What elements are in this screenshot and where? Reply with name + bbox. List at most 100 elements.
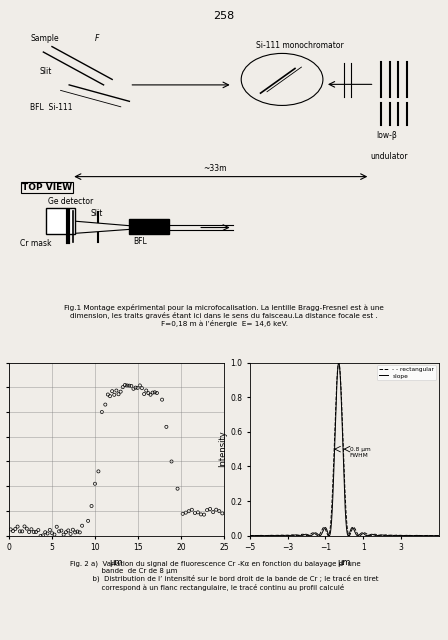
Point [119,382,126,392]
Point [142,385,150,396]
Point [182,508,190,518]
Point [163,422,170,432]
Point [19,526,26,536]
- - rectangular [328,520,333,528]
Point [145,388,152,398]
Point [115,389,122,399]
Y-axis label: Intensity: Intensity [218,431,227,467]
Point [88,501,95,511]
- - rectangular [412,532,418,540]
Point [207,504,214,514]
Point [37,531,44,541]
Point [7,524,14,534]
Point [125,381,133,391]
- - rectangular [436,532,442,540]
Point [72,527,79,538]
Point [200,509,207,520]
Point [9,526,17,536]
Text: 0.8 μm
FWHM: 0.8 μm FWHM [350,447,370,458]
slope [247,532,253,540]
Text: BFL: BFL [133,237,146,246]
slope [269,532,274,540]
Point [51,529,58,540]
Text: low-β: low-β [377,131,397,140]
Point [149,387,156,397]
Text: TOP VIEW: TOP VIEW [22,183,72,192]
slope [328,527,333,535]
Text: F: F [95,34,99,43]
Point [213,504,220,515]
Text: Ge detector: Ge detector [47,197,93,206]
X-axis label: μm: μm [338,558,351,567]
slope [280,532,285,540]
Point [26,527,33,537]
Line: - - rectangular: - - rectangular [250,362,439,536]
Point [91,479,99,489]
- - rectangular [253,532,258,540]
Point [174,484,181,494]
Point [191,508,198,518]
Point [98,407,105,417]
Point [124,380,131,390]
Text: Si-111 monochromator: Si-111 monochromator [256,41,344,50]
Line: slope: slope [250,362,439,536]
Point [53,522,60,532]
Point [198,509,205,520]
Point [117,387,124,397]
Point [39,531,47,541]
Point [28,524,35,534]
slope [320,529,325,536]
Point [104,389,112,399]
Point [35,525,42,535]
Text: Sample: Sample [30,34,59,43]
Point [21,522,28,532]
Text: BFL  Si-111: BFL Si-111 [30,102,73,111]
Point [48,528,56,538]
Point [65,525,72,536]
Text: Cr mask: Cr mask [20,239,51,248]
Point [185,506,192,516]
Point [111,390,118,400]
Point [42,527,49,538]
Point [168,456,175,467]
Point [76,527,83,538]
Point [58,525,65,536]
Point [203,505,211,515]
Point [215,506,223,516]
- - rectangular [320,525,325,532]
Text: ~33m: ~33m [204,164,227,173]
Text: Slit: Slit [39,67,52,76]
- - rectangular [280,531,285,539]
Point [147,390,154,400]
Point [23,524,30,534]
Point [85,516,92,526]
Point [56,526,63,536]
Point [132,383,139,393]
Point [107,391,114,401]
Point [141,389,148,399]
Point [14,522,21,532]
Point [121,380,129,390]
Point [128,381,135,391]
Point [16,526,23,536]
Point [30,527,37,537]
Point [62,527,69,538]
Point [188,505,195,515]
Legend: - - rectangular, slope: - - rectangular, slope [377,365,436,380]
Point [95,467,102,477]
Point [69,525,77,535]
Point [44,529,51,539]
Point [32,527,39,537]
Point [134,383,141,393]
- - rectangular [247,532,253,540]
slope [433,532,438,540]
Point [130,383,137,394]
Text: Slit: Slit [90,209,103,218]
Point [151,387,158,397]
Text: Fig. 2 a)  Variation du signal de fluorescence Cr -Kα en fonction du balayage d’: Fig. 2 a) Variation du signal de fluores… [70,560,378,591]
Point [159,394,166,404]
Point [113,385,120,396]
FancyBboxPatch shape [46,208,75,234]
Text: Fig.1 Montage expérimental pour la microfocalisation. La lentille Bragg-Fresnel : Fig.1 Montage expérimental pour la micro… [64,304,384,328]
slope [336,358,341,366]
